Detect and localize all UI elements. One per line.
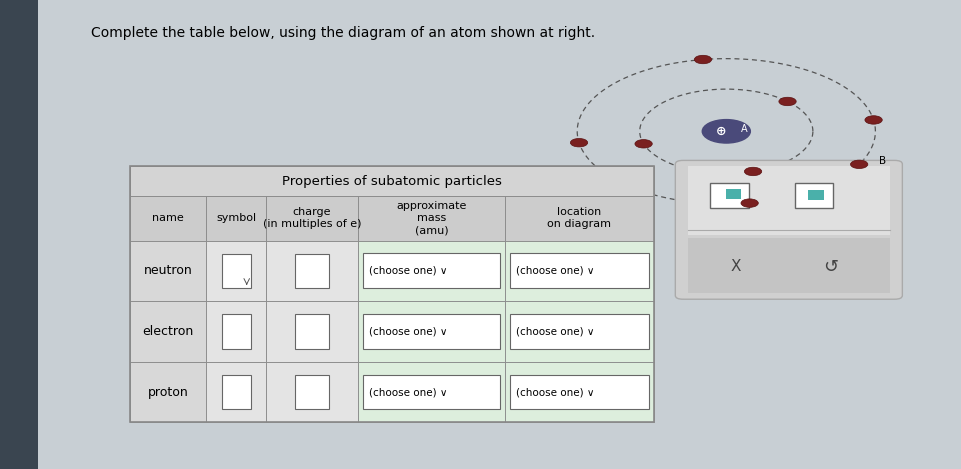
- Text: ↺: ↺: [823, 257, 838, 276]
- Text: (choose one) ∨: (choose one) ∨: [369, 266, 448, 276]
- Text: (choose one) ∨: (choose one) ∨: [516, 387, 594, 397]
- Text: (choose one) ∨: (choose one) ∨: [369, 387, 448, 397]
- FancyBboxPatch shape: [505, 301, 653, 362]
- FancyBboxPatch shape: [130, 362, 206, 423]
- FancyBboxPatch shape: [266, 301, 357, 362]
- Text: Properties of subatomic particles: Properties of subatomic particles: [282, 174, 502, 188]
- Text: proton: proton: [147, 386, 188, 399]
- Text: ⊕: ⊕: [716, 125, 726, 138]
- Text: (choose one) ∨: (choose one) ∨: [369, 326, 448, 336]
- FancyBboxPatch shape: [206, 301, 266, 362]
- Text: A: A: [740, 124, 747, 134]
- FancyBboxPatch shape: [266, 362, 357, 423]
- FancyBboxPatch shape: [675, 160, 901, 299]
- Circle shape: [864, 116, 881, 124]
- Text: symbol: symbol: [216, 213, 256, 223]
- Text: (choose one) ∨: (choose one) ∨: [516, 266, 594, 276]
- FancyBboxPatch shape: [794, 183, 832, 208]
- FancyBboxPatch shape: [266, 241, 357, 301]
- Text: X: X: [730, 259, 740, 274]
- Text: (choose one) ∨: (choose one) ∨: [516, 326, 594, 336]
- FancyBboxPatch shape: [130, 196, 206, 241]
- FancyBboxPatch shape: [509, 253, 649, 288]
- Circle shape: [778, 97, 796, 106]
- Text: Complete the table below, using the diagram of an atom shown at right.: Complete the table below, using the diag…: [91, 26, 595, 40]
- Text: location
on diagram: location on diagram: [547, 207, 611, 229]
- Text: electron: electron: [142, 325, 193, 338]
- FancyBboxPatch shape: [295, 254, 329, 288]
- FancyBboxPatch shape: [505, 362, 653, 423]
- FancyBboxPatch shape: [687, 166, 889, 235]
- Circle shape: [634, 140, 652, 148]
- Circle shape: [694, 55, 711, 64]
- FancyBboxPatch shape: [709, 183, 748, 208]
- FancyBboxPatch shape: [509, 375, 649, 409]
- Circle shape: [740, 199, 757, 207]
- FancyBboxPatch shape: [295, 314, 329, 348]
- FancyBboxPatch shape: [357, 362, 505, 423]
- Text: neutron: neutron: [143, 265, 192, 277]
- FancyBboxPatch shape: [266, 196, 357, 241]
- Text: approximate
mass
(amu): approximate mass (amu): [396, 201, 466, 235]
- FancyBboxPatch shape: [130, 241, 206, 301]
- FancyBboxPatch shape: [362, 253, 500, 288]
- FancyBboxPatch shape: [362, 375, 500, 409]
- FancyBboxPatch shape: [0, 0, 38, 469]
- FancyBboxPatch shape: [362, 314, 500, 349]
- FancyBboxPatch shape: [130, 301, 206, 362]
- Text: charge
(in multiples of e): charge (in multiples of e): [262, 207, 361, 229]
- Text: B: B: [878, 156, 885, 166]
- Circle shape: [850, 160, 867, 168]
- FancyBboxPatch shape: [38, 0, 961, 469]
- FancyBboxPatch shape: [357, 301, 505, 362]
- FancyBboxPatch shape: [206, 196, 266, 241]
- FancyBboxPatch shape: [295, 375, 329, 409]
- FancyBboxPatch shape: [206, 362, 266, 423]
- FancyBboxPatch shape: [130, 166, 653, 196]
- FancyBboxPatch shape: [221, 314, 250, 348]
- FancyBboxPatch shape: [206, 241, 266, 301]
- FancyBboxPatch shape: [807, 189, 823, 200]
- FancyBboxPatch shape: [357, 241, 505, 301]
- FancyBboxPatch shape: [687, 238, 889, 293]
- FancyBboxPatch shape: [221, 254, 250, 288]
- Circle shape: [702, 120, 750, 143]
- FancyBboxPatch shape: [505, 241, 653, 301]
- Circle shape: [744, 167, 761, 176]
- FancyBboxPatch shape: [505, 196, 653, 241]
- Text: name: name: [152, 213, 184, 223]
- FancyBboxPatch shape: [725, 189, 740, 199]
- Circle shape: [570, 138, 587, 147]
- FancyBboxPatch shape: [221, 375, 250, 409]
- FancyBboxPatch shape: [357, 196, 505, 241]
- FancyBboxPatch shape: [509, 314, 649, 349]
